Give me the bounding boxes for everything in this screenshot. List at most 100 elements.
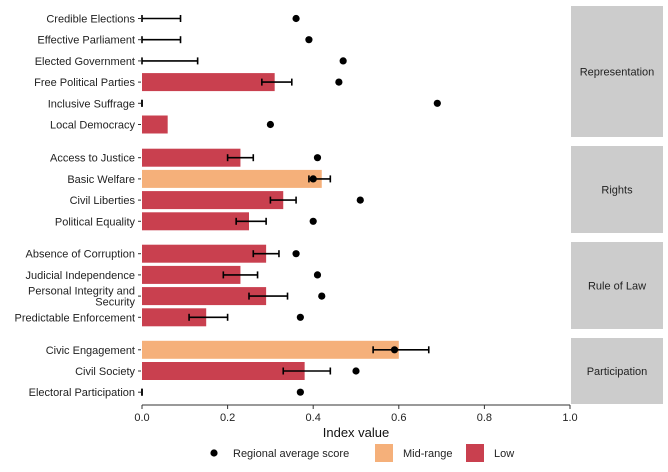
bar-row: Civil Society — [75, 362, 360, 380]
x-tick-label: 0.6 — [391, 412, 406, 424]
bar — [142, 340, 399, 359]
legend-key-box — [375, 444, 393, 462]
bar — [142, 287, 267, 306]
x-tick-label: 0.0 — [134, 412, 149, 424]
bar-row: Electoral Participation — [29, 387, 304, 399]
panel-rule-of-law: Rule of Law Absence of Corruption Judicial… — [15, 242, 663, 329]
x-tick-label: 0.2 — [220, 412, 235, 424]
bar — [142, 169, 322, 188]
regional-average-point — [313, 154, 322, 162]
bar-row: Free Political Parties — [34, 73, 343, 92]
error-bar — [222, 271, 259, 279]
bar-row: Elected Government — [35, 56, 347, 68]
panel-rights: Rights Access to Justice Basic Welfare Civi… — [50, 146, 663, 233]
category-label: Inclusive Suffrage — [48, 98, 135, 110]
x-axis: 0.0 0.2 0.4 0.6 0.8 1.0 — [134, 404, 578, 424]
regional-average-point — [296, 388, 304, 396]
bar-row: Basic Welfare — [67, 169, 332, 188]
regional-average-point — [390, 346, 399, 354]
error-bar — [282, 367, 332, 375]
category-label: Political Equality — [55, 216, 136, 228]
bar — [142, 73, 275, 92]
facet-strip — [571, 338, 663, 404]
error-bar — [141, 15, 182, 22]
error-bar — [269, 196, 297, 204]
error-bar — [226, 154, 255, 162]
regional-average-point — [433, 99, 441, 107]
category-label: Credible Elections — [46, 14, 135, 26]
bar-row: Effective Parliament — [37, 35, 313, 47]
category-label: Electoral Participation — [29, 387, 135, 399]
regional-average-point — [356, 196, 364, 204]
facet-strip — [571, 242, 663, 329]
bar-row: Absence of Corruption — [26, 244, 300, 263]
category-label: Civil Liberties — [70, 195, 136, 207]
bar — [142, 362, 305, 380]
category-label: Civil Society — [75, 366, 135, 378]
bar-row: Access to Justice — [50, 148, 322, 167]
error-bar — [235, 217, 267, 225]
regional-average-point — [339, 57, 347, 65]
bar-row: Political Equality — [55, 212, 317, 231]
bar-row: Personal Integrity and Security — [28, 286, 326, 309]
category-label: Absence of Corruption — [26, 249, 135, 261]
facet-label: Participation — [587, 366, 648, 378]
panel-representation: Representation Credible Elections Effectiv… — [34, 6, 663, 137]
bar-row: Credible Elections — [46, 14, 300, 26]
facet-label: Representation — [580, 67, 655, 79]
error-bar — [252, 250, 280, 258]
bar — [142, 212, 249, 231]
regional-average-point — [292, 250, 300, 258]
category-label: Civic Engagement — [46, 345, 135, 357]
category-label: Judicial Independence — [26, 270, 135, 282]
legend-item: Mid-range — [375, 444, 453, 462]
category-label: Free Political Parties — [34, 77, 135, 89]
bar — [142, 191, 284, 210]
panels: Representation Credible Elections Effectiv… — [15, 6, 663, 404]
legend-key-box — [466, 444, 484, 462]
regional-average-point — [296, 313, 304, 321]
legend-item: Regional average score — [210, 448, 349, 460]
error-bar — [248, 292, 289, 300]
bar-row: Civil Liberties — [70, 191, 364, 210]
x-tick-label: 1.0 — [562, 412, 577, 424]
bar-row: Civic Engagement — [46, 340, 430, 359]
bar — [142, 115, 168, 134]
category-label: Local Democracy — [50, 120, 135, 132]
x-tick-label: 0.8 — [477, 412, 492, 424]
facet-label: Rights — [601, 185, 633, 197]
bar-row: Predictable Enforcement — [15, 308, 304, 327]
category-label: Personal Integrity and Security — [28, 286, 136, 309]
category-label: Predictable Enforcement — [15, 312, 135, 324]
regional-average-point — [292, 14, 300, 23]
error-bar — [261, 78, 293, 86]
error-bar — [141, 36, 182, 44]
facet-strip — [571, 146, 663, 233]
regional-average-point — [309, 217, 317, 225]
legend-label: Low — [494, 448, 514, 460]
bar — [142, 148, 241, 167]
error-bar — [188, 313, 229, 321]
legend-key-point — [210, 449, 218, 457]
legend-label: Regional average score — [233, 448, 349, 460]
facet-strip — [571, 6, 663, 137]
category-label: Access to Justice — [50, 153, 135, 165]
x-tick-label: 0.4 — [306, 412, 321, 424]
bar — [142, 265, 241, 284]
bar-row: Inclusive Suffrage — [48, 98, 441, 110]
facet-label: Rule of Law — [588, 281, 646, 293]
regional-average-point — [305, 36, 313, 44]
category-label: Elected Government — [35, 56, 135, 68]
category-label: Effective Parliament — [37, 35, 135, 47]
regional-average-point — [309, 175, 317, 183]
legend-label: Mid-range — [403, 448, 453, 460]
bar-row: Local Democracy — [50, 115, 274, 134]
bar — [142, 244, 267, 263]
regional-average-point — [266, 120, 274, 129]
regional-average-point — [313, 271, 322, 279]
legend: Regional average score Mid-range Low — [210, 444, 514, 462]
panel-participation: Participation Civic Engagement Civil Socie… — [29, 338, 663, 404]
regional-average-point — [335, 78, 343, 86]
legend-item: Low — [466, 444, 514, 462]
